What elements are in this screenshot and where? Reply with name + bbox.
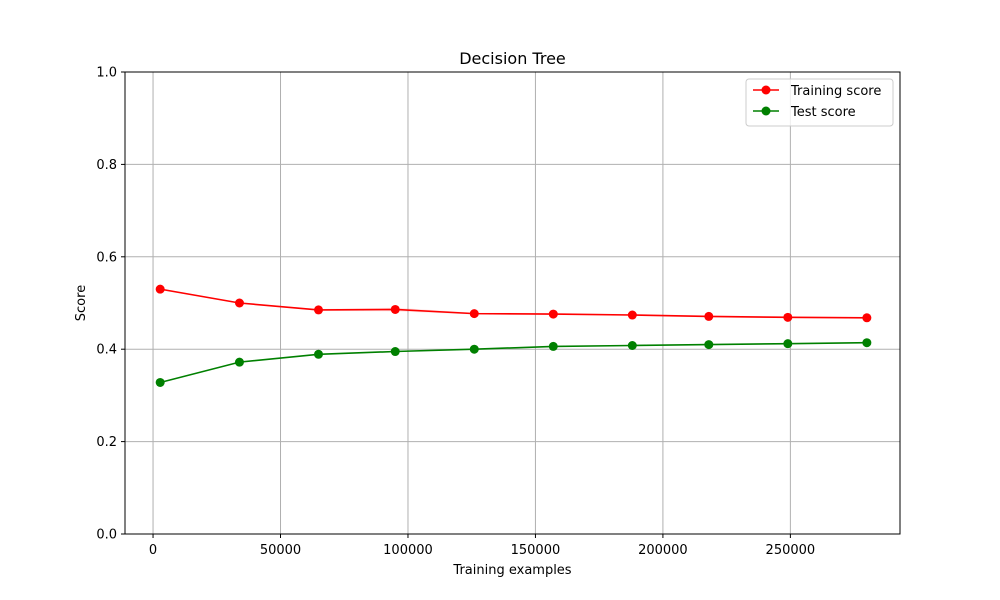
y-axis-title: Score — [74, 285, 89, 321]
x-tick-label: 150000 — [511, 543, 561, 558]
test-score-point — [862, 338, 872, 348]
legend-box — [745, 78, 894, 127]
score-bands — [160, 288, 867, 383]
x-tick-label: 250000 — [766, 543, 816, 558]
x-tick-label: 200000 — [638, 543, 688, 558]
test-score-point — [390, 347, 400, 357]
training-score-point — [627, 310, 637, 320]
y-tick-label: 1.0 — [96, 66, 117, 81]
legend: Training score Test score — [745, 78, 894, 127]
x-tick-label: 100000 — [383, 543, 433, 558]
legend-label-test: Test score — [790, 105, 856, 120]
training-score-point — [862, 313, 872, 323]
training-score-point — [390, 304, 400, 314]
legend-swatch-training-marker — [761, 85, 771, 95]
training-score-line — [160, 288, 867, 319]
test-score-point — [155, 377, 165, 387]
test-score-point — [783, 339, 793, 349]
y-tick-label: 0.0 — [96, 528, 117, 543]
y-tick-label: 0.4 — [96, 343, 117, 358]
y-tick-label: 0.2 — [96, 435, 117, 450]
training-score-point — [155, 284, 165, 294]
legend-swatch-test-marker — [761, 106, 771, 116]
test-score-line — [159, 341, 867, 384]
plot-area — [124, 71, 901, 535]
training-score-point — [313, 305, 323, 315]
training-score-point — [234, 298, 244, 308]
training-score-point — [704, 311, 714, 321]
plot-frame — [124, 71, 901, 535]
test-score-point — [234, 357, 244, 367]
test-score-point — [627, 341, 637, 351]
x-tick-label: 50000 — [260, 543, 301, 558]
test-score-point — [548, 341, 558, 351]
x-tick-label: 0 — [149, 543, 157, 558]
chart-title: Decision Tree — [459, 49, 566, 68]
x-axis-ticks: 0 50000 100000 150000 200000 250000 — [149, 534, 815, 558]
training-score-point — [548, 309, 558, 319]
training-score-band — [160, 288, 867, 319]
test-score-point — [704, 340, 714, 350]
legend-label-training: Training score — [790, 84, 881, 99]
y-tick-label: 0.8 — [96, 158, 117, 173]
y-tick-label: 0.6 — [96, 250, 117, 265]
training-score-point — [783, 312, 793, 322]
y-axis-ticks: 0.0 0.2 0.4 0.6 0.8 1.0 — [96, 66, 125, 543]
series-lines — [155, 284, 872, 387]
x-axis-title: Training examples — [452, 563, 571, 578]
plot-background — [125, 72, 900, 534]
training-score-point — [469, 309, 479, 319]
test-score-point — [313, 349, 323, 359]
test-score-point — [469, 344, 479, 354]
